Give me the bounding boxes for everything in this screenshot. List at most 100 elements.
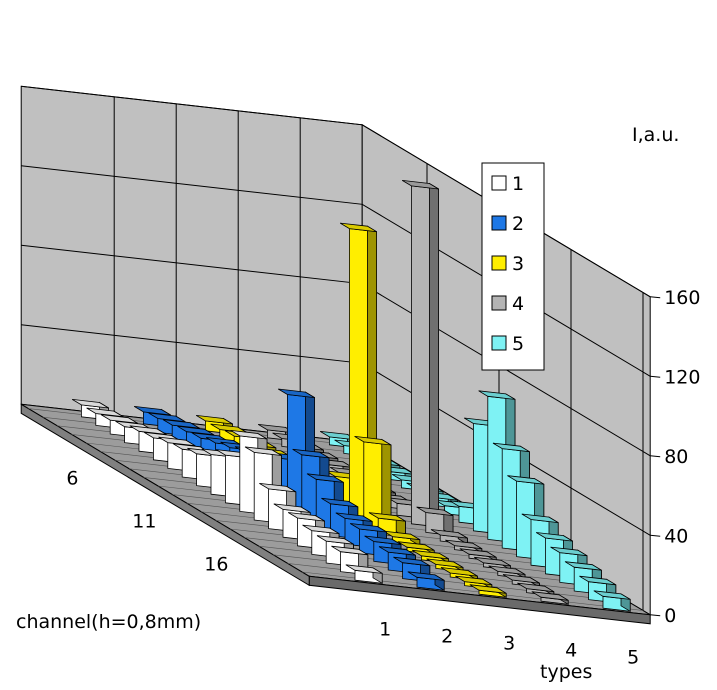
- bar: [440, 567, 478, 581]
- x-tick-label: 3: [503, 632, 515, 654]
- y-tick-mark: [650, 455, 661, 458]
- bar-top-face: [488, 565, 526, 575]
- y-tick-label: 0: [664, 605, 676, 627]
- legend-swatch: [491, 175, 507, 191]
- bar-top-face: [593, 590, 631, 600]
- bar-top-face: [133, 406, 171, 416]
- y-tick-label: 160: [664, 287, 700, 309]
- bar-top-face: [100, 414, 138, 424]
- y-axis-title: I,a.u.: [632, 124, 679, 146]
- bar-top-face: [230, 430, 268, 440]
- y-tick-mark: [650, 375, 661, 378]
- bar-top-face: [550, 546, 588, 557]
- bar-top-face: [339, 222, 377, 233]
- bar: [473, 556, 512, 571]
- legend-swatch: [491, 335, 507, 351]
- gridline: [21, 85, 651, 298]
- bar-top-face: [277, 388, 315, 398]
- gridline: [21, 165, 651, 377]
- bar-top-face: [273, 503, 311, 513]
- bar-top-face: [259, 483, 297, 493]
- bar-top-face: [129, 425, 167, 435]
- bar-top-face: [257, 424, 295, 434]
- bar: [469, 584, 507, 599]
- bar-top-face: [306, 473, 344, 483]
- legend-label: 1: [512, 173, 524, 195]
- bar-top-face: [492, 442, 530, 453]
- bar: [593, 590, 631, 613]
- bar-top-face: [86, 407, 124, 417]
- bars: [71, 180, 631, 613]
- y-tick-label: 80: [664, 446, 688, 468]
- bar-top-face: [411, 549, 449, 560]
- legend-swatch: [491, 215, 507, 231]
- bar-top-face: [459, 548, 497, 558]
- bar-top-face: [478, 390, 516, 400]
- bar-top-face: [302, 524, 340, 534]
- bar: [531, 591, 569, 606]
- bar-top-face: [292, 448, 330, 459]
- legend-swatch: [491, 295, 507, 311]
- x-tick-label: 2: [441, 625, 453, 647]
- bar: [345, 564, 383, 585]
- bar-top-face: [195, 415, 233, 425]
- bar-top-face: [473, 556, 511, 567]
- y-tick-mark: [650, 614, 661, 617]
- bar-top-face: [393, 556, 431, 567]
- legend-label: 2: [512, 213, 524, 235]
- bar-top-face: [455, 575, 493, 586]
- bar-top-face: [564, 561, 602, 571]
- bar-top-face: [517, 582, 555, 593]
- bar-top-face: [579, 575, 617, 586]
- bar-top-face: [177, 425, 215, 436]
- legend-swatch: [491, 255, 507, 271]
- bar-top-face: [331, 545, 369, 556]
- x-tick-label: 4: [565, 639, 577, 661]
- bar-top-face: [535, 532, 573, 542]
- bar: [407, 571, 445, 592]
- bar-top-face: [445, 539, 483, 550]
- bar-top-face: [531, 591, 569, 601]
- bar-top-face: [521, 513, 559, 523]
- bar-top-face: [354, 436, 392, 446]
- depth-tick-label: 16: [204, 554, 228, 576]
- bar-top-face: [162, 419, 200, 429]
- bar-top-face: [364, 535, 402, 545]
- bar-top-face: [319, 431, 357, 441]
- y-tick-label: 120: [664, 366, 700, 388]
- bar-top-face: [71, 399, 109, 409]
- depth-tick-label: 11: [132, 511, 156, 533]
- bar-top-face: [316, 535, 354, 545]
- y-tick-mark: [650, 534, 661, 537]
- y-tick-mark: [650, 296, 661, 299]
- x-axis-title: types: [540, 661, 592, 683]
- x-tick-label: 5: [627, 646, 639, 668]
- bar-top-face: [507, 475, 545, 485]
- bar-top-face: [407, 571, 445, 581]
- bar-top-face: [287, 512, 325, 522]
- bar-top-face: [148, 412, 186, 422]
- x-tick-label: 1: [379, 618, 391, 640]
- bar-top-face: [321, 497, 359, 508]
- depth-axis-title: channel(h=0,8mm): [16, 611, 201, 633]
- bar-top-face: [440, 567, 478, 577]
- bar-top-face: [378, 546, 416, 556]
- bar-top-face: [158, 436, 196, 447]
- bar-side-face: [428, 182, 440, 528]
- floor-left-edge: [20, 403, 310, 587]
- legend-label: 5: [512, 333, 524, 355]
- axis-ticks: 0 40 80 120 160 1 2 3 4 5 6 11 16: [66, 287, 700, 669]
- bar-top-face: [368, 512, 406, 522]
- bar-top-face: [416, 506, 454, 516]
- bar-top-face: [335, 512, 373, 522]
- y-tick-label: 40: [664, 525, 688, 547]
- bar-top-face: [349, 523, 387, 533]
- bar-top-face: [244, 446, 282, 456]
- bar-top-face: [430, 529, 468, 539]
- bar-top-face: [502, 574, 540, 584]
- bar-top-face: [426, 558, 464, 568]
- bar-top-face: [397, 541, 435, 551]
- legend-label: 3: [512, 253, 524, 275]
- depth-tick-label: 6: [66, 468, 78, 490]
